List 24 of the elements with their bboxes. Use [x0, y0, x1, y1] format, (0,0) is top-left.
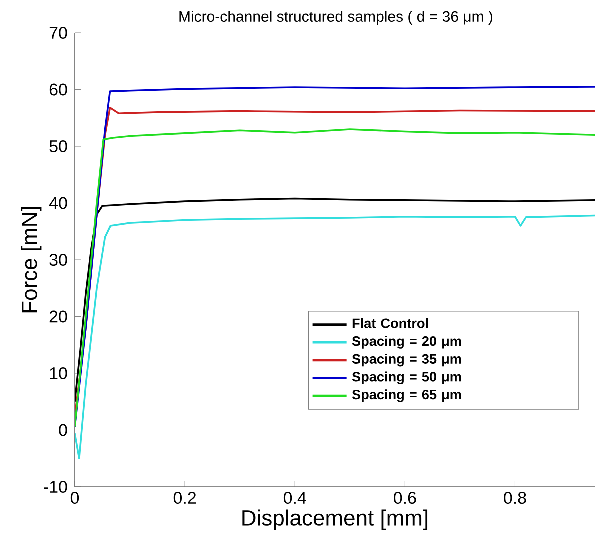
- legend-label: Spacing = 35 μm: [352, 354, 462, 367]
- y-tick-label: -10: [44, 480, 68, 494]
- y-tick-label: 30: [50, 254, 68, 266]
- y-tick-label: 20: [50, 310, 68, 323]
- y-tick-label: 40: [49, 197, 68, 210]
- line-series: [75, 198, 595, 403]
- y-tick-label: 0: [59, 424, 68, 436]
- x-tick-label: 0.6: [394, 492, 416, 504]
- line-series: [75, 214, 595, 460]
- chart-title: Micro-channel structured samples ( d = 36 μm ): [180, 10, 493, 25]
- legend-label: Flat Control: [352, 318, 428, 328]
- x-tick-label: 0.8: [504, 492, 526, 504]
- legend-label: Spacing = 20 μm: [352, 336, 462, 349]
- legend-label: Spacing = 65 μm: [352, 390, 462, 402]
- x-tick-label: 0.4: [284, 492, 306, 504]
- y-axis-title: Force [mN]: [21, 207, 42, 313]
- legend-label: Spacing = 50 μm: [352, 372, 462, 385]
- y-tick-label: 60: [50, 84, 68, 96]
- y-tick-label: 70: [50, 26, 68, 40]
- x-axis-title: Displacement [mm]: [242, 510, 428, 530]
- y-tick-label: 50: [50, 140, 68, 153]
- x-tick-label: 0: [70, 492, 80, 504]
- x-tick-label: 0.2: [174, 492, 196, 504]
- y-tick-label: 10: [50, 367, 68, 380]
